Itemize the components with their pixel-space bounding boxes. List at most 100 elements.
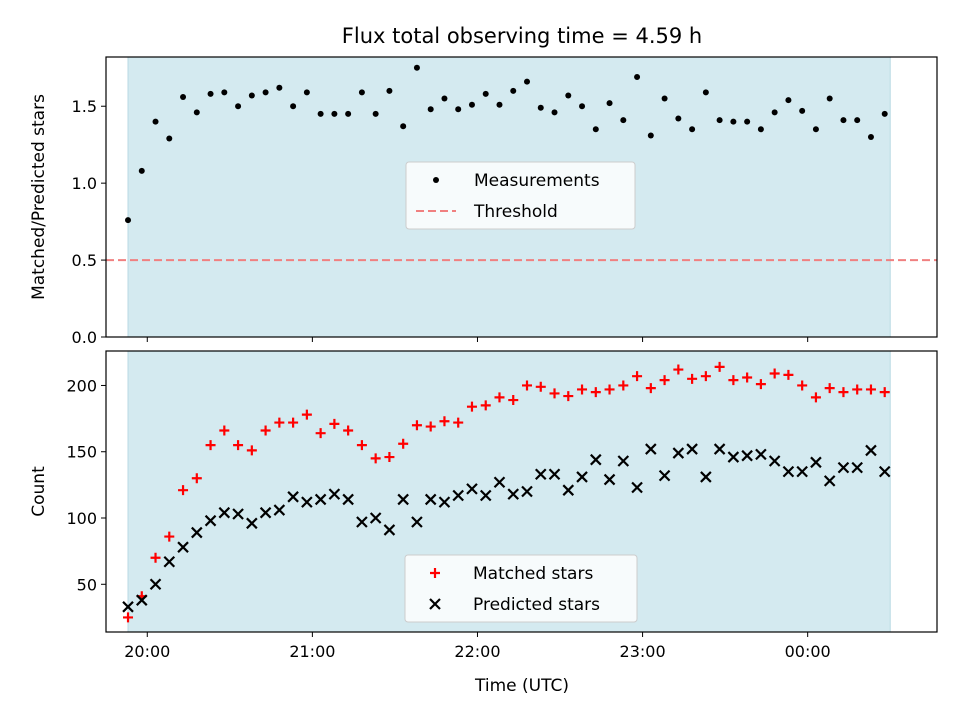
data-point [854,117,861,124]
data-point [563,391,574,402]
data-point [617,455,630,467]
data-point [620,117,627,124]
data-point [675,115,682,122]
data-point [372,110,379,117]
data-point [741,449,753,462]
data-point [645,443,657,455]
data-point [246,445,257,456]
data-point [343,425,354,436]
data-point [510,87,517,94]
data-point [122,601,134,613]
data-point [645,383,656,394]
data-point [549,388,560,399]
data-point [755,379,766,390]
data-point [397,493,409,506]
data-point [838,387,849,398]
legend-box [405,161,636,230]
data-point [356,440,367,451]
legend-box [404,554,638,623]
data-point [647,132,654,139]
x-tick-label: 21:00 [289,642,335,661]
data-point [687,373,698,384]
data-point [466,483,478,495]
data-point [700,371,711,382]
data-point [507,488,520,500]
data-point [865,384,876,395]
data-point [672,447,685,459]
data-point [824,383,835,394]
data-point [632,371,643,382]
data-point [369,512,382,524]
data-point [438,496,451,508]
data-point [276,84,283,91]
data-point [579,103,586,110]
data-point [577,384,588,395]
x-tick-label: 20:00 [124,642,170,661]
data-point [301,409,312,420]
legend: Measurements Threshold [405,161,636,230]
data-point [590,387,601,398]
data-point [358,89,365,96]
x-tick-label: 23:00 [620,642,666,661]
y-tick-label: 50 [77,575,97,594]
y-tick-label: 1.0 [72,174,97,193]
data-point [618,380,629,391]
data-point [425,421,436,432]
data-point [867,134,874,140]
data-point [424,493,437,506]
data-point [453,417,464,428]
data-point [193,109,200,116]
data-point [259,506,272,519]
data-point [163,555,176,568]
data-point [686,443,698,455]
data-point [413,64,420,71]
data-point [260,425,271,436]
data-point [592,126,599,133]
legend-label: Predicted stars [473,595,600,615]
data-point [634,74,641,80]
data-point [177,541,189,553]
data-point [180,94,187,100]
data-point [799,107,806,114]
data-point [479,489,492,502]
data-point [837,461,850,474]
data-point [727,451,740,463]
data-point [865,444,877,457]
data-point [123,612,134,623]
data-point [411,516,423,528]
data-point [205,440,216,451]
data-point [218,506,231,519]
data-point [606,100,613,107]
data-point [149,578,162,591]
y-tick-label: 0.5 [72,251,97,270]
y-tick-label: 150 [66,443,97,462]
data-point [262,89,269,96]
data-point [452,489,464,502]
legend-marker [433,177,439,183]
axes-frame [105,350,938,633]
data-point [345,110,352,117]
data-point [152,118,159,125]
data-point [744,118,751,125]
count-panel: 50 100 150 200 20:00 21:00 22:00 23:00 00:00 Coun… [29,350,938,661]
data-point [315,428,326,439]
data-point [714,361,725,372]
legend-label: Measurements [474,171,600,191]
data-point [246,517,258,530]
data-point [191,473,202,484]
data-point [232,508,244,520]
data-point [468,101,475,108]
data-point [301,496,313,508]
data-point [565,92,572,99]
data-point [810,456,822,469]
data-point [534,468,547,481]
x-axis-label: Time (UTC) [474,676,569,696]
series-measurements [125,64,888,224]
data-point [466,401,477,412]
data-point [755,448,767,461]
data-point [797,380,808,391]
data-point [314,493,327,506]
data-point [135,594,148,606]
data-point [125,217,132,224]
data-point [290,103,297,110]
